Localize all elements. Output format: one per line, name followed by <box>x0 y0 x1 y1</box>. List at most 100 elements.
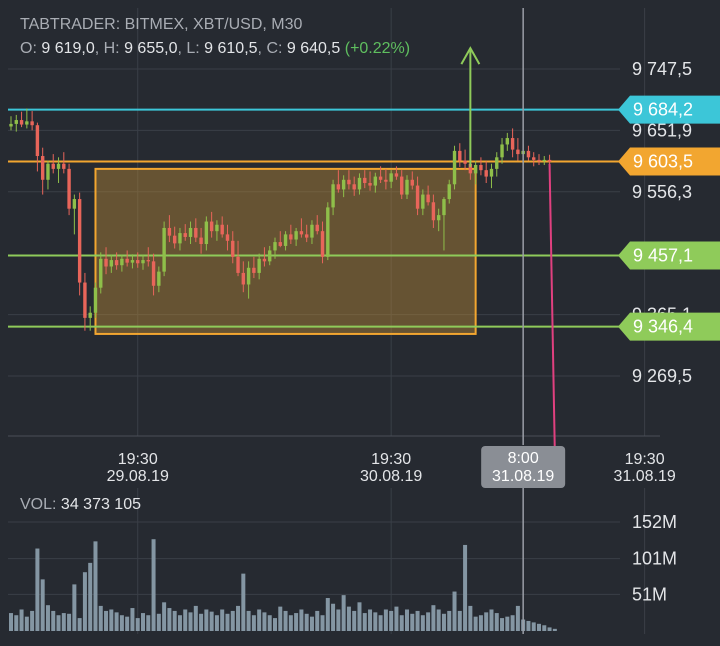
candle <box>225 224 230 251</box>
volume-bars <box>9 539 557 631</box>
candle <box>9 116 13 131</box>
candle <box>278 231 282 248</box>
volume-axis-label: 51M <box>632 584 667 604</box>
time-label: 19:30 <box>625 451 665 468</box>
volume-bar <box>93 541 98 631</box>
volume-bar <box>336 609 341 631</box>
candle-body <box>172 235 177 244</box>
price-tag: 9 346,4 <box>618 312 720 341</box>
price-tag: 9 603,5 <box>618 147 720 176</box>
candle-body <box>56 163 61 169</box>
volume-bar <box>489 609 494 631</box>
candle-body <box>294 231 298 240</box>
crosshair-badge <box>481 446 566 488</box>
volume-bar <box>526 620 531 631</box>
candle <box>426 185 430 206</box>
crosshair-date: 31.08.19 <box>492 468 554 485</box>
candle-body <box>442 199 446 216</box>
candle <box>241 261 246 293</box>
candle-body <box>99 258 103 288</box>
volume-bar <box>362 613 367 631</box>
candle-body <box>72 199 77 209</box>
price-tag-label: 9 457,1 <box>633 246 693 266</box>
volume-header: VOL: 34 373 105 <box>20 496 141 514</box>
candle-body <box>326 207 330 257</box>
open-label: O: <box>20 40 37 57</box>
candle-body <box>236 256 240 273</box>
volume-bar <box>146 615 151 631</box>
volume-bar <box>199 613 204 631</box>
candle-body <box>489 168 494 177</box>
volume-bar <box>236 605 241 631</box>
candle-body <box>389 173 393 182</box>
close-label: C: <box>266 40 283 57</box>
candle-body <box>194 227 198 238</box>
candle <box>537 154 541 166</box>
volume-bar <box>542 625 547 631</box>
volume-bar <box>225 613 230 631</box>
candle-body <box>363 177 367 184</box>
volume-bar <box>209 611 214 631</box>
volume-bar <box>273 618 277 631</box>
volume-bar <box>410 613 415 631</box>
candle <box>315 215 319 235</box>
candle <box>99 252 103 294</box>
candle <box>72 194 77 235</box>
candle <box>547 154 552 166</box>
candle-body <box>458 150 462 161</box>
crosshair-time: 8:00 <box>508 450 539 467</box>
candle-body <box>93 287 98 313</box>
volume-bar <box>431 605 436 631</box>
date-label: 30.08.19 <box>360 468 422 485</box>
candle <box>384 168 388 190</box>
candle-body <box>130 260 135 263</box>
candle <box>389 170 393 189</box>
price-tag-shape <box>618 95 720 124</box>
candle <box>436 208 441 232</box>
candle-body <box>157 271 161 286</box>
candle <box>405 175 409 200</box>
volume-bar <box>104 610 109 631</box>
candle-body <box>25 121 29 125</box>
candle-body <box>257 258 261 273</box>
candle <box>56 157 61 184</box>
volume-bar <box>30 610 35 631</box>
candle <box>373 172 378 193</box>
candle-body <box>30 121 34 126</box>
price-tag: 9 457,1 <box>618 241 720 270</box>
candle <box>199 227 203 254</box>
volume-bar <box>357 602 362 631</box>
grid <box>8 8 660 634</box>
candle-body <box>283 234 288 246</box>
volume-bar <box>478 615 483 631</box>
candle <box>510 128 515 158</box>
high-label: H: <box>103 40 120 57</box>
candle-body <box>426 194 430 203</box>
volume-bar <box>40 579 45 631</box>
volume-bar <box>278 606 283 631</box>
volume-bar <box>304 613 309 631</box>
candle <box>151 253 156 296</box>
down-line <box>548 163 556 453</box>
candle <box>463 149 467 171</box>
volume-bar <box>114 612 119 631</box>
candle-body <box>532 157 536 160</box>
candle-body <box>357 177 362 190</box>
candle-body <box>278 242 282 246</box>
candle-body <box>336 184 341 190</box>
candle <box>246 261 251 299</box>
volume-bar <box>494 613 499 631</box>
candlesticks <box>9 108 552 331</box>
volume-bar <box>119 615 124 631</box>
volume-bar <box>14 615 19 631</box>
candle-body <box>368 183 372 186</box>
volume-bar <box>130 608 135 631</box>
candle <box>484 161 488 184</box>
volume-bar <box>552 628 557 631</box>
volume-bar <box>346 606 351 631</box>
candle-body <box>415 185 420 209</box>
candle <box>304 224 309 243</box>
candle <box>336 170 341 193</box>
